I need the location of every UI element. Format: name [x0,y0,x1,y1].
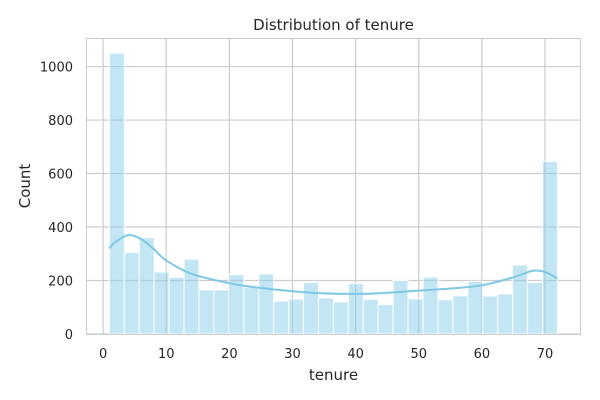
histogram-bar [467,280,484,335]
bars [108,52,558,335]
histogram-bar [362,298,379,335]
histogram-bar [213,289,230,335]
histogram-bar [288,298,305,335]
plot-frame [86,38,581,335]
histogram-bar [542,160,558,335]
y-axis-label: Count [16,164,34,209]
histogram-bar [243,286,260,335]
histogram-bar [198,289,215,335]
histogram-bar [317,297,334,335]
histogram-bar [108,52,125,335]
histogram-bar [527,281,544,335]
kde-curve [108,233,559,295]
y-tick-label: 0 [65,328,73,343]
histogram-bar [407,298,424,335]
histogram-bar [392,280,409,335]
histogram-bar [497,293,514,335]
x-tick-label: 20 [221,347,238,362]
histogram-bar [183,258,200,335]
histogram-bar [422,276,439,335]
histogram-bar [482,295,499,335]
x-tick-label: 10 [158,347,175,362]
y-tick-label: 600 [48,168,73,183]
histogram-bar [138,237,155,335]
histogram-bar [437,299,454,335]
x-tick-label: 0 [99,347,107,362]
x-axis-label: tenure [309,366,358,384]
y-tick-label: 200 [48,275,73,290]
x-tick-label: 50 [410,347,427,362]
x-tick-label: 30 [284,347,301,362]
grid [87,39,580,335]
histogram-bar [258,273,275,335]
y-tick-label: 400 [48,221,73,236]
y-tick-labels: 0 200 400 600 800 1000 [40,61,73,343]
y-tick-label: 800 [48,114,73,129]
histogram-bar [273,300,290,335]
y-tick-label: 1000 [40,61,73,76]
histogram-bar [153,271,170,335]
histogram-bar [123,251,140,335]
x-tick-label: 70 [537,347,554,362]
chart-title: Distribution of tenure [253,16,414,34]
histogram-bar [347,283,364,335]
histogram-bar [168,276,185,335]
x-tick-labels: 0 10 20 30 40 50 60 70 [99,347,553,362]
histogram-bar [377,304,394,335]
histogram-bar [303,281,319,335]
x-tick-label: 60 [474,347,491,362]
histogram-bar [332,301,349,335]
x-tick-label: 40 [347,347,364,362]
histogram-bar [452,295,469,335]
